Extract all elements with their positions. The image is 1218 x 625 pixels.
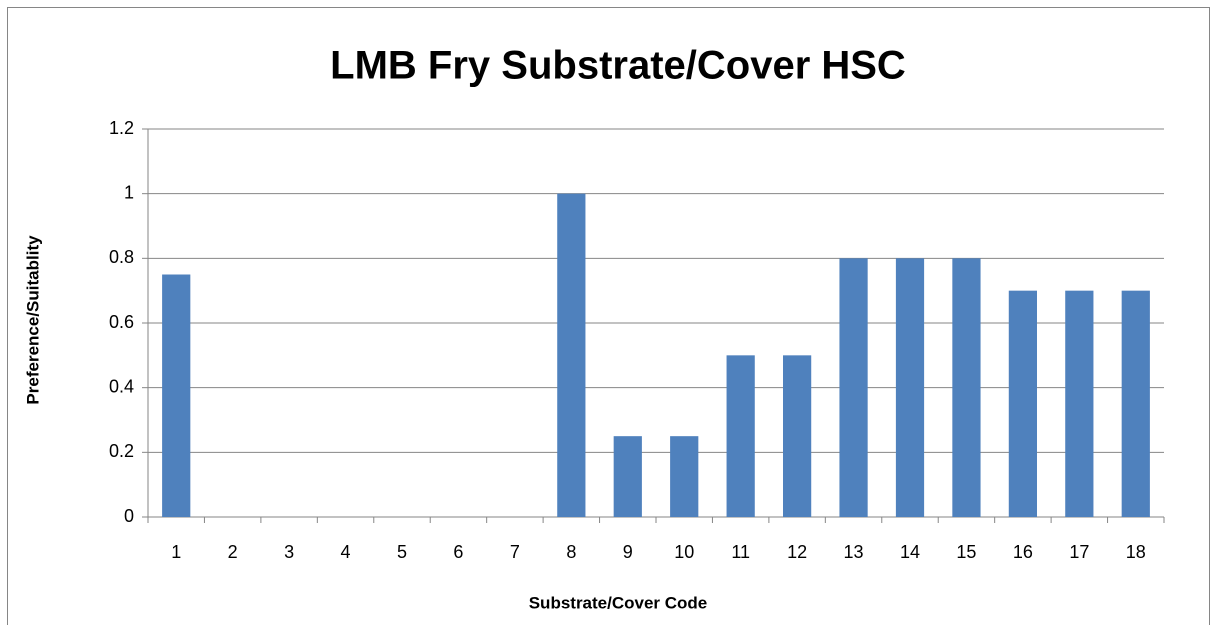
x-tick-label: 4 <box>341 542 351 562</box>
bar <box>1008 290 1037 517</box>
bar <box>670 436 699 517</box>
x-tick-label: 3 <box>284 542 294 562</box>
y-tick-label: 1 <box>124 182 134 202</box>
x-tick-label: 12 <box>787 542 807 562</box>
bar <box>557 193 586 517</box>
x-tick-label: 17 <box>1069 542 1089 562</box>
y-tick-label: 0.8 <box>109 247 134 267</box>
bar <box>895 258 925 517</box>
bar <box>1121 290 1150 517</box>
y-tick-label: 0.4 <box>109 376 134 396</box>
x-tick-label: 16 <box>1013 542 1033 562</box>
bar <box>726 355 755 517</box>
x-tick-label: 6 <box>453 542 463 562</box>
x-tick-label: 7 <box>510 542 520 562</box>
bar <box>839 258 868 517</box>
y-tick-label: 0.2 <box>109 441 134 461</box>
bar <box>952 258 981 517</box>
y-tick-label: 1.2 <box>109 118 134 138</box>
y-tick-label: 0.6 <box>109 312 134 332</box>
bar <box>783 355 812 517</box>
bar <box>1065 290 1094 517</box>
x-axis-label: Substrate/Cover Code <box>529 593 708 612</box>
x-tick-label: 18 <box>1126 542 1146 562</box>
x-tick-label: 9 <box>623 542 633 562</box>
x-tick-label: 1 <box>171 542 181 562</box>
x-tick-label: 15 <box>956 542 976 562</box>
chart-title: LMB Fry Substrate/Cover HSC <box>330 44 906 88</box>
x-tick-label: 5 <box>397 542 407 562</box>
x-tick-label: 2 <box>228 542 238 562</box>
bar <box>613 436 642 517</box>
x-tick-label: 13 <box>844 542 864 562</box>
x-tick-label: 8 <box>566 542 576 562</box>
y-axis-label: Preference/Suitablity <box>23 235 42 405</box>
x-tick-label: 10 <box>674 542 694 562</box>
y-tick-label: 0 <box>124 506 134 526</box>
x-tick-label: 14 <box>900 542 920 562</box>
bar <box>162 274 191 517</box>
x-tick-label: 11 <box>731 542 750 562</box>
